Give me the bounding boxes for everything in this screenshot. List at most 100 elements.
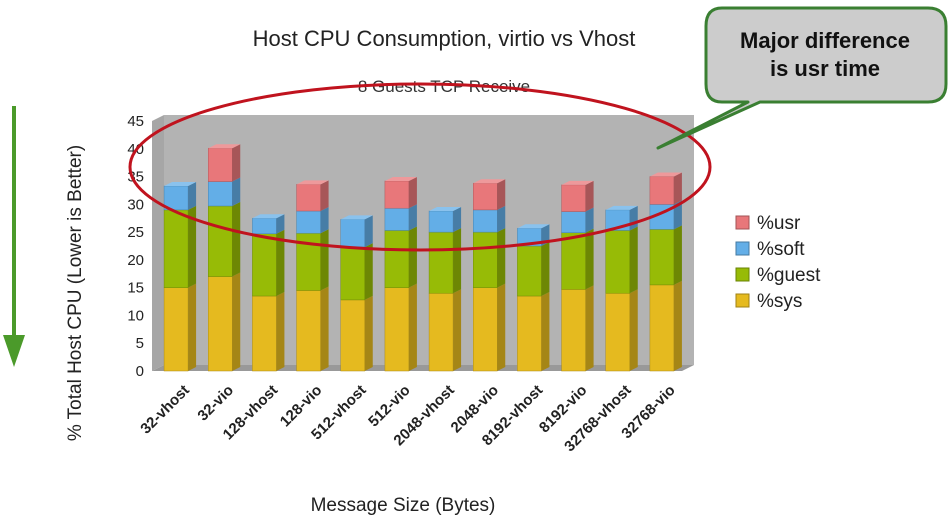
bar-segment-side <box>232 177 241 206</box>
bar-segment <box>561 211 586 233</box>
bar-top <box>208 144 241 149</box>
x-tick-label: 32-vhost <box>137 382 193 438</box>
bar-segment <box>561 289 586 372</box>
bar-segment-side <box>497 228 506 288</box>
bar-segment <box>296 210 321 234</box>
bar-segment <box>605 292 630 372</box>
bar-segment <box>384 180 410 209</box>
bar-segment-side <box>541 292 550 371</box>
plot-floor <box>152 365 694 371</box>
x-axis-label: Message Size (Bytes) <box>311 495 496 516</box>
bar-segment <box>517 295 542 372</box>
bar-top <box>429 207 462 211</box>
legend-swatch <box>735 293 750 308</box>
x-tick-label: 32-vio <box>194 382 237 425</box>
bar-segment <box>384 207 410 231</box>
plot-left-wall <box>152 115 164 371</box>
bar-top <box>649 172 682 177</box>
bar-segment <box>208 205 233 277</box>
legend-label: %usr <box>757 213 801 234</box>
bar-top <box>517 224 550 229</box>
bar-segment-side <box>453 228 462 294</box>
bar-top <box>340 215 373 220</box>
bar-segment-side <box>364 215 373 248</box>
y-tick-label: 25 <box>127 224 144 241</box>
bar-segment <box>428 292 454 372</box>
bar-segment <box>252 217 277 235</box>
bar-segment <box>340 299 365 372</box>
y-tick-label: 10 <box>127 307 144 324</box>
bar-segment-side <box>276 292 285 371</box>
bar-segment <box>252 233 277 297</box>
bar-segment-side <box>232 272 241 371</box>
bar-segment <box>517 245 542 297</box>
bar-segment-side <box>497 205 506 233</box>
bar-segment <box>340 246 365 301</box>
bar-segment-side <box>188 205 197 288</box>
bar-segment <box>428 210 454 233</box>
legend-label: %guest <box>757 265 821 286</box>
callout-bubble <box>656 6 948 150</box>
bar-segment-side <box>673 225 682 285</box>
bar-segment-side <box>497 283 506 371</box>
bar-segment <box>473 231 498 288</box>
bar-segment-side <box>320 229 329 291</box>
bar-segment-side <box>364 295 373 371</box>
legend-swatch <box>735 215 750 230</box>
y-axis-label: % Total Host CPU (Lower is Better) <box>65 145 86 441</box>
bar-segment <box>649 176 675 205</box>
bar-segment <box>473 182 498 211</box>
bar-segment <box>649 229 675 286</box>
highlight-ellipse <box>128 82 712 252</box>
bar-segment <box>208 181 233 207</box>
y-tick-label: 30 <box>127 196 144 213</box>
bar-segment <box>384 287 410 372</box>
bar-segment <box>340 219 365 248</box>
bar-segment <box>296 290 321 372</box>
x-axis-ticks: 32-vhost 32-vio128-vhost128-vio512-vhost5… <box>137 382 678 455</box>
callout-line-1: Major difference <box>740 28 910 53</box>
bar-segment <box>208 147 233 182</box>
bar-segment-side <box>585 228 594 290</box>
bar-segment <box>428 231 454 294</box>
bar-segment <box>163 287 189 372</box>
bar-segment-side <box>408 283 417 371</box>
bar-segment-side <box>585 180 594 212</box>
bar-segment-side <box>320 286 329 371</box>
bar-segment-side <box>408 226 417 288</box>
bar-top <box>296 180 329 185</box>
legend: %usr %soft %guest %sys <box>735 213 821 312</box>
bar-segment <box>561 232 586 290</box>
legend-label: %soft <box>757 239 805 260</box>
bar-segment-side <box>585 207 594 233</box>
chart-subtitle: 8 Guests TCP Receive <box>358 77 530 96</box>
bar-segment-side <box>585 285 594 371</box>
bar-segment-side <box>541 242 550 296</box>
bar-segment-side <box>276 229 285 296</box>
bar-segment-side <box>188 182 197 210</box>
y-tick-label: 45 <box>127 113 144 130</box>
legend-swatch <box>735 267 750 282</box>
bar-segment-side <box>408 177 417 209</box>
bar-segment-side <box>629 205 638 231</box>
lower-is-better-arrow-icon <box>3 106 25 367</box>
bar-segment-side <box>497 179 506 210</box>
bar-segment <box>252 295 277 372</box>
chart-title: Host CPU Consumption, virtio vs Vhost <box>253 26 636 51</box>
bar-segment <box>649 284 675 372</box>
bar-segment <box>163 209 189 288</box>
bar-top <box>252 214 285 219</box>
bar-segment <box>605 230 630 294</box>
bar-segment <box>561 184 586 212</box>
bar-top <box>605 205 638 210</box>
bars <box>163 144 682 372</box>
callout-line-2: is usr time <box>770 56 880 81</box>
bar-top <box>164 182 197 186</box>
y-tick-label: 20 <box>127 252 144 269</box>
legend-label: %sys <box>757 291 802 312</box>
arrow-head <box>3 335 25 367</box>
bar-segment <box>296 184 321 212</box>
bar-segment-side <box>276 214 285 234</box>
y-tick-label: 5 <box>136 335 144 352</box>
